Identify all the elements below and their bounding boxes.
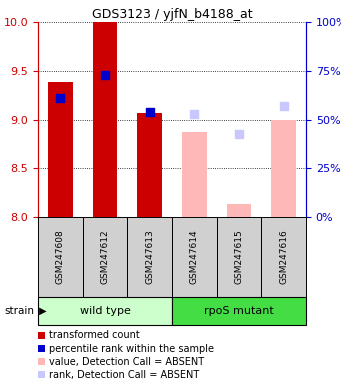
Point xyxy=(147,109,152,115)
Bar xyxy=(38,371,45,378)
Text: GSM247613: GSM247613 xyxy=(145,230,154,285)
Bar xyxy=(227,204,251,217)
Bar xyxy=(38,358,45,365)
Text: GSM247608: GSM247608 xyxy=(56,230,65,285)
Bar xyxy=(83,217,127,297)
Text: wild type: wild type xyxy=(79,306,131,316)
Point xyxy=(102,71,108,78)
Text: strain: strain xyxy=(4,306,34,316)
Text: transformed count: transformed count xyxy=(49,331,140,341)
Text: GSM247614: GSM247614 xyxy=(190,230,199,284)
Bar xyxy=(38,332,45,339)
Bar xyxy=(38,345,45,352)
Bar xyxy=(48,83,73,217)
Bar xyxy=(127,217,172,297)
Text: value, Detection Call = ABSENT: value, Detection Call = ABSENT xyxy=(49,357,204,367)
Bar xyxy=(38,217,83,297)
Bar xyxy=(137,113,162,217)
Text: rank, Detection Call = ABSENT: rank, Detection Call = ABSENT xyxy=(49,370,199,380)
Bar xyxy=(172,297,306,325)
Text: GSM247612: GSM247612 xyxy=(101,230,109,284)
Text: GSM247615: GSM247615 xyxy=(235,230,243,285)
Bar xyxy=(261,217,306,297)
Bar xyxy=(182,132,207,217)
Bar xyxy=(172,217,217,297)
Bar xyxy=(38,297,172,325)
Point xyxy=(192,111,197,117)
Title: GDS3123 / yjfN_b4188_at: GDS3123 / yjfN_b4188_at xyxy=(92,8,252,21)
Bar xyxy=(271,119,296,217)
Point xyxy=(236,131,242,137)
Point xyxy=(281,103,286,109)
Text: rpoS mutant: rpoS mutant xyxy=(204,306,274,316)
Bar xyxy=(217,217,261,297)
Point xyxy=(58,95,63,101)
Text: percentile rank within the sample: percentile rank within the sample xyxy=(49,344,214,354)
Text: GSM247616: GSM247616 xyxy=(279,230,288,285)
Text: ▶: ▶ xyxy=(36,306,47,316)
Bar xyxy=(93,22,117,217)
